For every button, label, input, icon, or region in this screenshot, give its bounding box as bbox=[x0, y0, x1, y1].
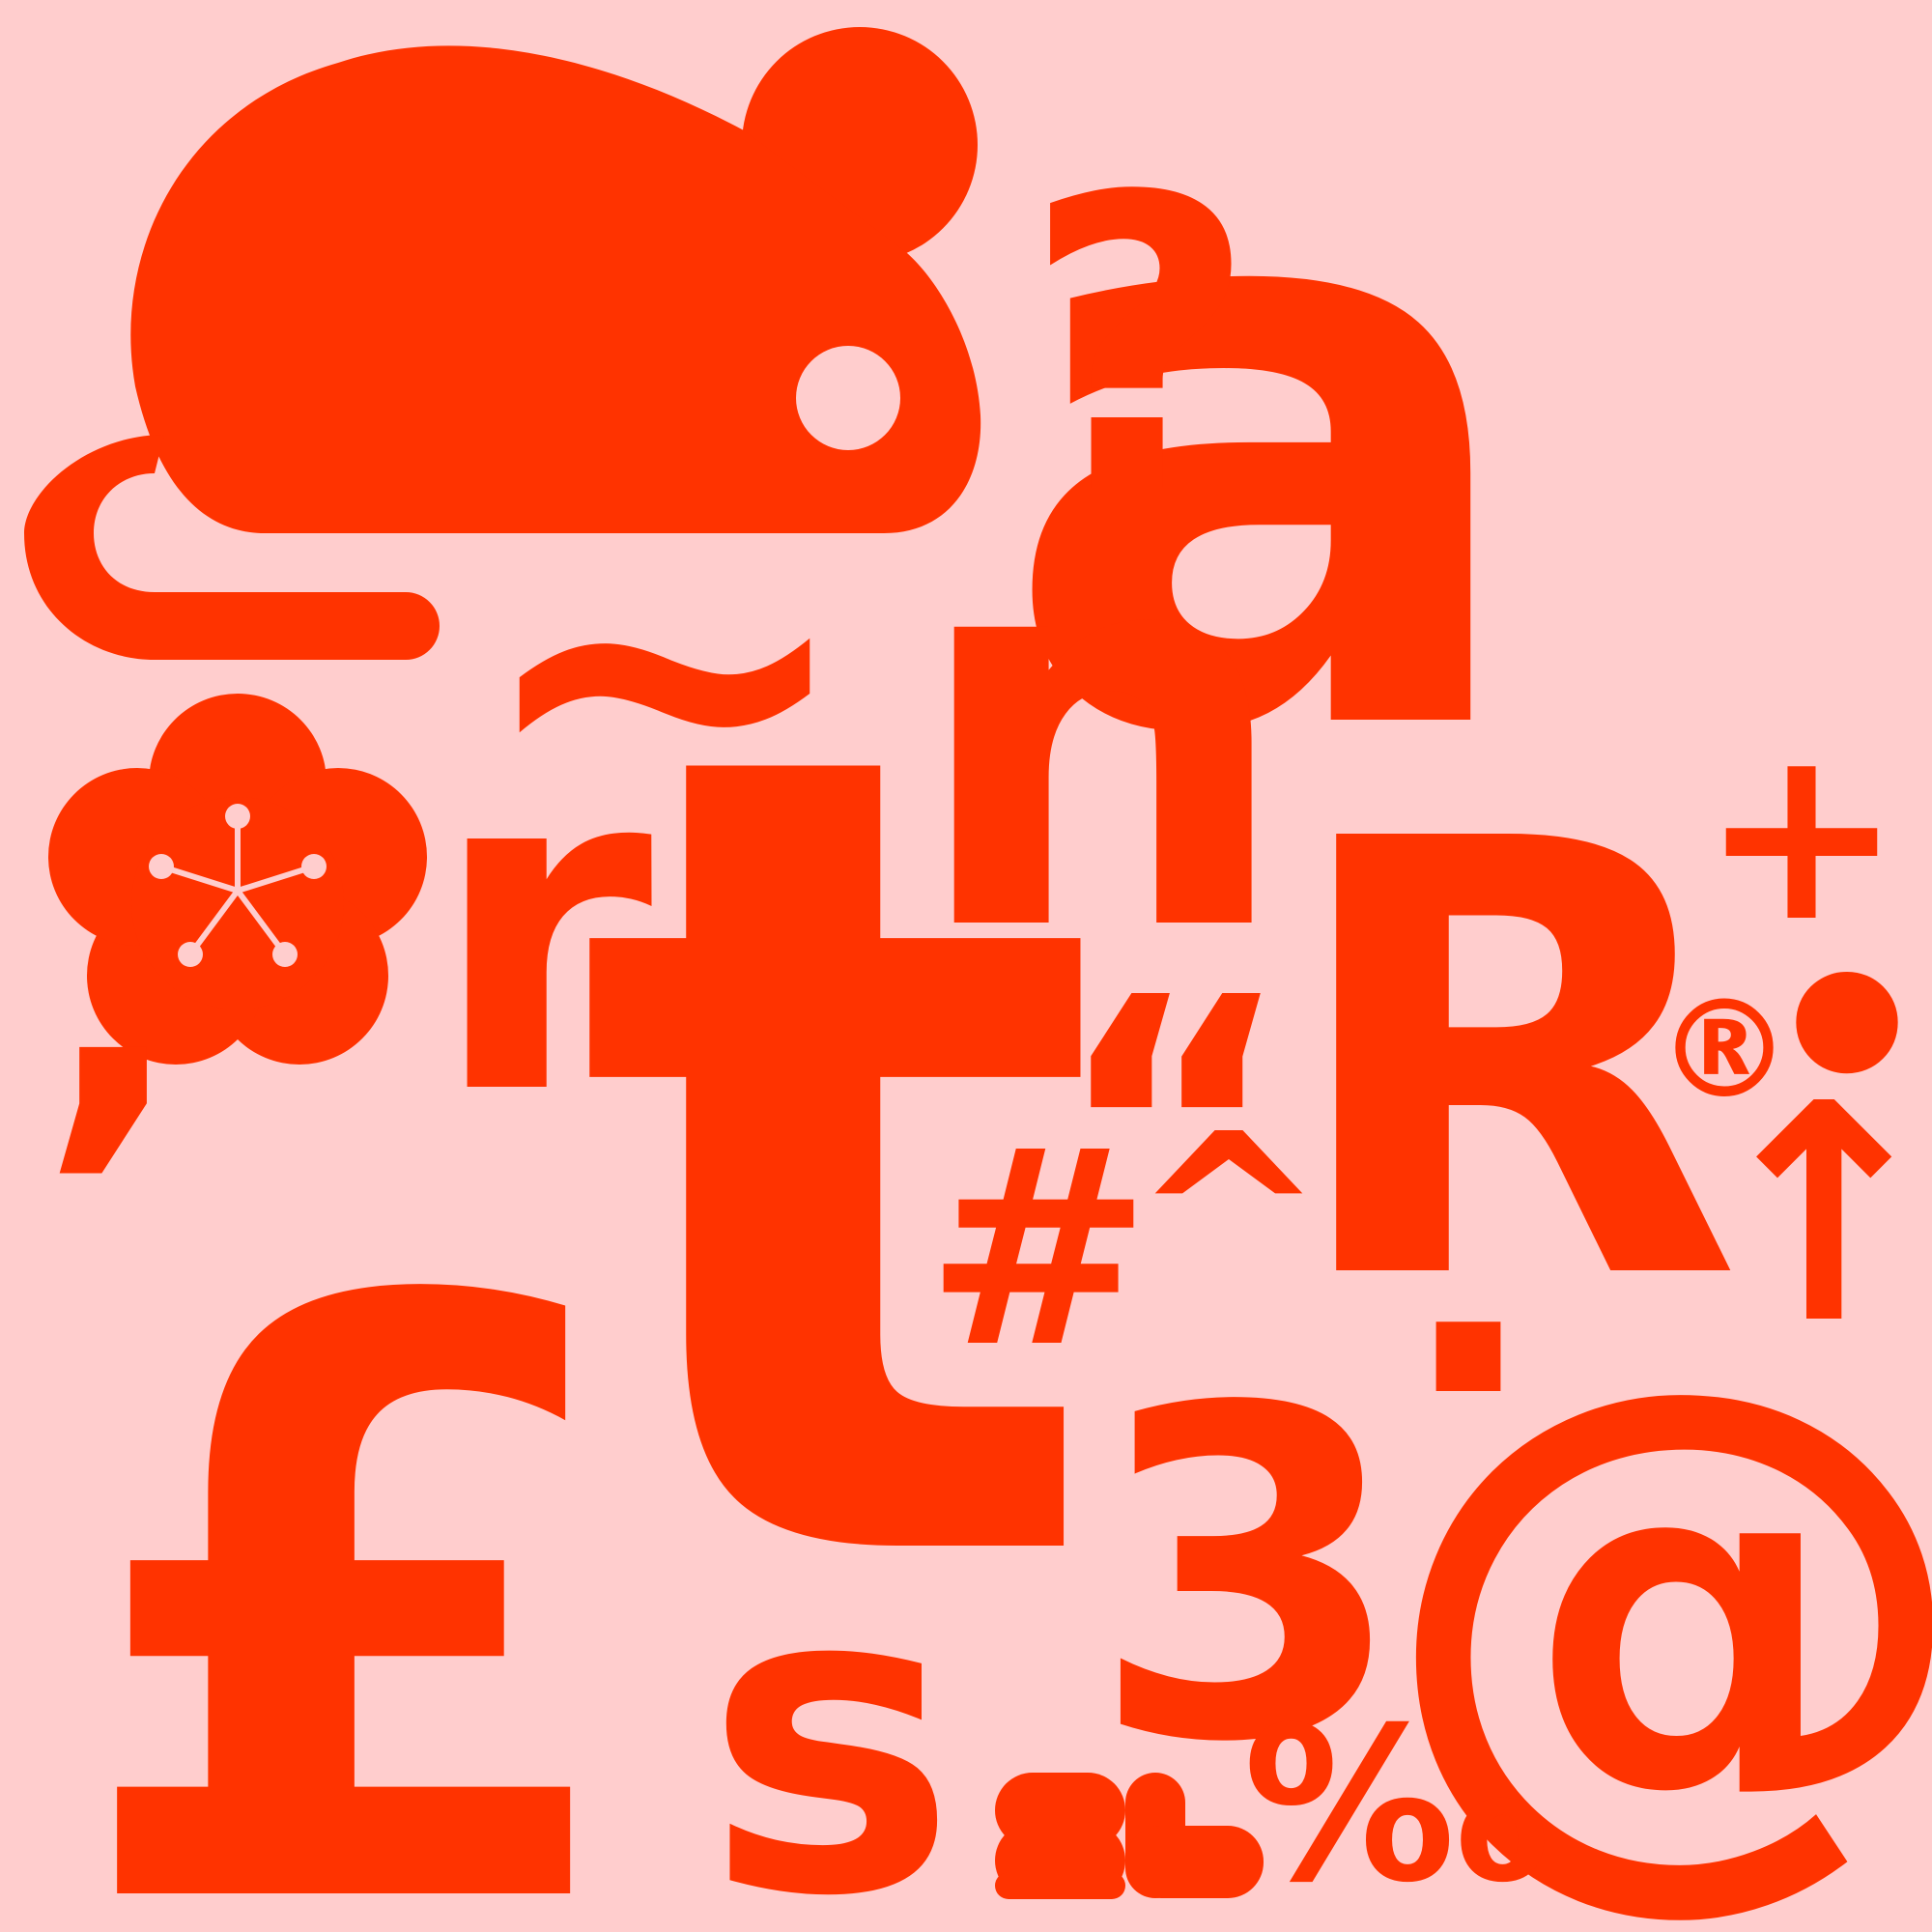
glyph-open-quote: “ bbox=[1053, 920, 1294, 1348]
glyph-pound: £ bbox=[67, 1132, 638, 1932]
sl-ligature-icon bbox=[995, 1773, 1264, 1899]
mouse-icon bbox=[24, 27, 981, 660]
glyph-n: n bbox=[909, 421, 1294, 1051]
glyph-r: r bbox=[429, 666, 656, 1194]
glyph-period: . bbox=[1399, 1050, 1538, 1478]
glyph-three: 3 bbox=[1090, 1313, 1406, 1841]
glyph-tilde: ~ bbox=[470, 401, 859, 941]
glyph-plus: + bbox=[1700, 694, 1902, 975]
glyph-hash: # bbox=[925, 1093, 1152, 1407]
glyph-bullet: • bbox=[1754, 862, 1932, 1199]
plum-blossom-icon bbox=[48, 694, 427, 1065]
glyph-s: s bbox=[704, 1494, 957, 1932]
glyph-question-mark: ? bbox=[1022, 112, 1258, 584]
glyph-t: t bbox=[575, 516, 1106, 1808]
glyph-registered: ® bbox=[1657, 972, 1792, 1129]
glyph-a-large: a bbox=[998, 0, 1532, 907]
glyph-arrow-up: ↑ bbox=[1698, 1041, 1932, 1390]
glyph-caret: ^ bbox=[1131, 1084, 1325, 1354]
glyph-apostrophe: ’ bbox=[34, 967, 188, 1439]
glyph-per-mille: ‰ bbox=[1243, 1682, 1549, 1929]
glyph-R: R bbox=[1281, 716, 1742, 1412]
glyph-at: @ bbox=[1377, 1262, 1932, 1932]
